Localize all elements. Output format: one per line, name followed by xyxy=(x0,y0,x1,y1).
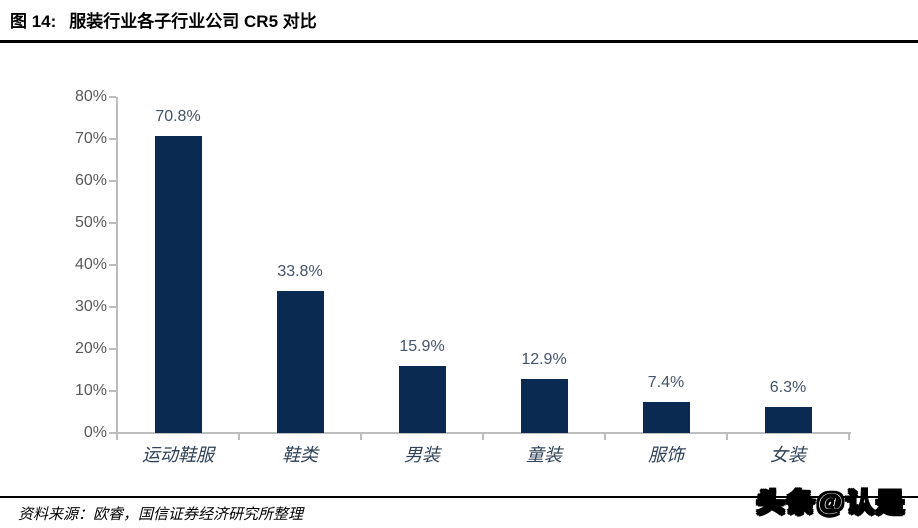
y-axis-tick-label: 80% xyxy=(74,88,107,105)
y-axis-tick-label: 30% xyxy=(74,298,107,315)
x-axis-line xyxy=(116,432,851,434)
y-axis-tick xyxy=(109,306,116,308)
x-axis-tick xyxy=(360,434,362,440)
y-axis-tick xyxy=(109,390,116,392)
figure-title: 图 14: 服装行业各子行业公司 CR5 对比 xyxy=(10,7,918,32)
bar-value-label: 12.9% xyxy=(521,350,567,368)
title-divider xyxy=(0,40,918,43)
y-axis-line xyxy=(116,97,118,433)
bar xyxy=(276,291,324,433)
x-axis-tick xyxy=(848,434,850,440)
bar-value-label: 6.3% xyxy=(769,378,807,396)
y-axis-tick xyxy=(109,138,116,140)
y-axis-tick xyxy=(109,222,116,224)
x-axis-label: 鞋类 xyxy=(282,445,318,465)
x-axis-label: 童装 xyxy=(526,445,562,465)
x-axis-tick xyxy=(604,434,606,440)
bar-value-label: 7.4% xyxy=(647,373,685,391)
bar-value-label: 15.9% xyxy=(399,338,445,356)
x-axis-label: 男装 xyxy=(404,445,440,465)
x-axis-tick xyxy=(726,434,728,440)
y-axis-tick-label: 50% xyxy=(74,214,107,231)
x-axis-label: 女装 xyxy=(770,445,806,465)
y-axis-tick-label: 40% xyxy=(74,256,107,273)
x-axis-label: 服饰 xyxy=(648,445,684,465)
y-axis-tick xyxy=(109,264,116,266)
y-axis-tick-label: 20% xyxy=(74,340,107,357)
bar-value-label: 33.8% xyxy=(277,263,323,281)
bar xyxy=(764,406,812,433)
footer-divider xyxy=(0,496,918,498)
y-axis-tick xyxy=(109,180,116,182)
bar xyxy=(642,401,690,433)
x-axis-tick xyxy=(116,434,118,440)
y-axis-tick-label: 70% xyxy=(74,130,107,147)
y-axis-tick xyxy=(109,348,116,350)
figure-number: 图 14: xyxy=(10,12,57,31)
bar-value-label: 70.8% xyxy=(155,107,201,125)
source-note: 资料来源：欧睿，国信证券经济研究所整理 xyxy=(18,507,304,523)
y-axis-tick xyxy=(109,432,116,434)
bar xyxy=(520,378,568,433)
bar xyxy=(398,366,446,433)
bar xyxy=(154,135,202,433)
watermark: 头条@认是 xyxy=(756,487,906,517)
figure-title-text: 服装行业各子行业公司 CR5 对比 xyxy=(69,12,317,31)
x-axis-tick xyxy=(238,434,240,440)
y-axis-tick xyxy=(109,96,116,98)
x-axis-label: 运动鞋服 xyxy=(142,445,214,465)
y-axis-tick-label: 10% xyxy=(74,382,107,399)
y-axis-tick-label: 60% xyxy=(74,172,107,189)
y-axis-tick-label: 0% xyxy=(83,424,107,441)
x-axis-tick xyxy=(482,434,484,440)
